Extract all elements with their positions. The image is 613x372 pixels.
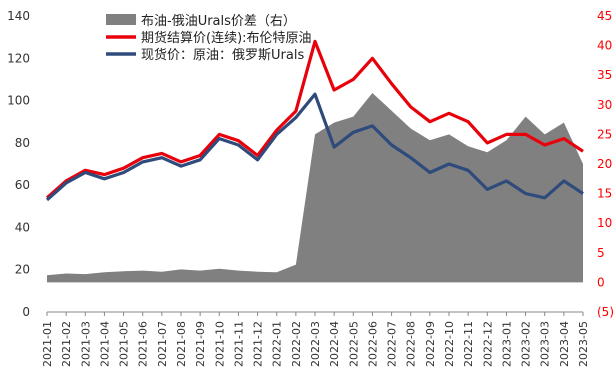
- x-tick-label: 2023-03: [539, 321, 552, 367]
- brent-line: [45, 39, 584, 199]
- x-tick-label: 2022-08: [405, 321, 418, 367]
- x-tick-label: 2023-05: [577, 321, 590, 367]
- right-axis: (5) 0 5 10 15 20 25 30 35 40 45: [597, 9, 613, 319]
- x-tick-label: 2021-03: [79, 321, 92, 367]
- legend-label-urals: 现货价：原油：俄罗斯Urals: [141, 47, 304, 63]
- x-tick-label: 2021-02: [60, 321, 73, 367]
- legend-swatch-spread: [106, 14, 136, 25]
- right-tick-label: (5): [597, 305, 613, 319]
- left-tick-label: 20: [15, 263, 30, 277]
- x-tick-label: 2022-07: [386, 321, 399, 367]
- left-tick-label: 40: [15, 220, 30, 234]
- x-tick-label: 2021-08: [175, 321, 188, 367]
- right-tick-label: 10: [597, 216, 612, 230]
- x-tick-label: 2021-11: [232, 321, 245, 367]
- x-tick-label: 2022-01: [271, 321, 284, 367]
- x-tick-label: 2021-06: [137, 321, 150, 367]
- x-tick-label: 2022-10: [443, 321, 456, 367]
- x-tick-label: 2022-06: [366, 321, 379, 367]
- x-tick-label: 2022-04: [328, 321, 341, 367]
- legend: 布油-俄油Urals价差（右）期货结算价(连续):布伦特原油现货价：原油：俄罗斯…: [106, 14, 312, 63]
- left-tick-label: 60: [15, 178, 30, 192]
- legend-label-spread: 布油-俄油Urals价差（右）: [141, 14, 296, 29]
- plot-area: [45, 39, 584, 313]
- x-tick-label: 2022-05: [347, 321, 360, 367]
- right-tick-label: 15: [597, 187, 612, 201]
- right-tick-label: 40: [597, 39, 612, 53]
- x-tick-label: 2022-11: [462, 321, 475, 367]
- spread-area: [47, 93, 583, 283]
- x-tick-label: 2022-12: [481, 321, 494, 367]
- right-tick-label: 20: [597, 157, 612, 171]
- x-tick-label: 2023-02: [520, 321, 533, 367]
- right-tick-label: 35: [597, 68, 612, 82]
- x-tick-label: 2021-07: [156, 321, 169, 367]
- x-axis: 2021-01 2021-02 2021-03 2021-04 2021-05 2021-…: [41, 312, 590, 367]
- x-tick-label: 2022-09: [424, 321, 437, 367]
- x-tick-label: 2021-09: [194, 321, 207, 367]
- x-tick-label: 2022-02: [290, 321, 303, 367]
- legend-label-brent: 期货结算价(连续):布伦特原油: [141, 30, 312, 46]
- x-tick-label: 2021-10: [213, 321, 226, 367]
- urals-line: [45, 92, 584, 202]
- right-tick-label: 30: [597, 98, 612, 112]
- right-tick-label: 45: [597, 9, 612, 23]
- x-tick-label: 2021-05: [118, 321, 131, 367]
- x-tick-label: 2023-04: [558, 321, 571, 367]
- left-tick-label: 80: [15, 136, 30, 150]
- x-tick-label: 2021-12: [252, 321, 265, 367]
- x-tick-label: 2021-04: [98, 321, 111, 367]
- x-tick-label: 2023-01: [500, 321, 513, 367]
- left-axis: 0 20 40 60 80 100 120 140: [7, 9, 30, 319]
- x-tick-label: 2022-03: [309, 321, 322, 367]
- right-tick-label: 0: [597, 275, 605, 289]
- left-tick-label: 0: [22, 305, 30, 319]
- x-tick-label: 2021-01: [41, 321, 54, 367]
- left-tick-label: 100: [7, 94, 30, 108]
- right-tick-label: 25: [597, 127, 612, 141]
- left-tick-label: 140: [7, 9, 30, 23]
- left-tick-label: 120: [7, 51, 30, 65]
- right-tick-label: 5: [597, 246, 605, 260]
